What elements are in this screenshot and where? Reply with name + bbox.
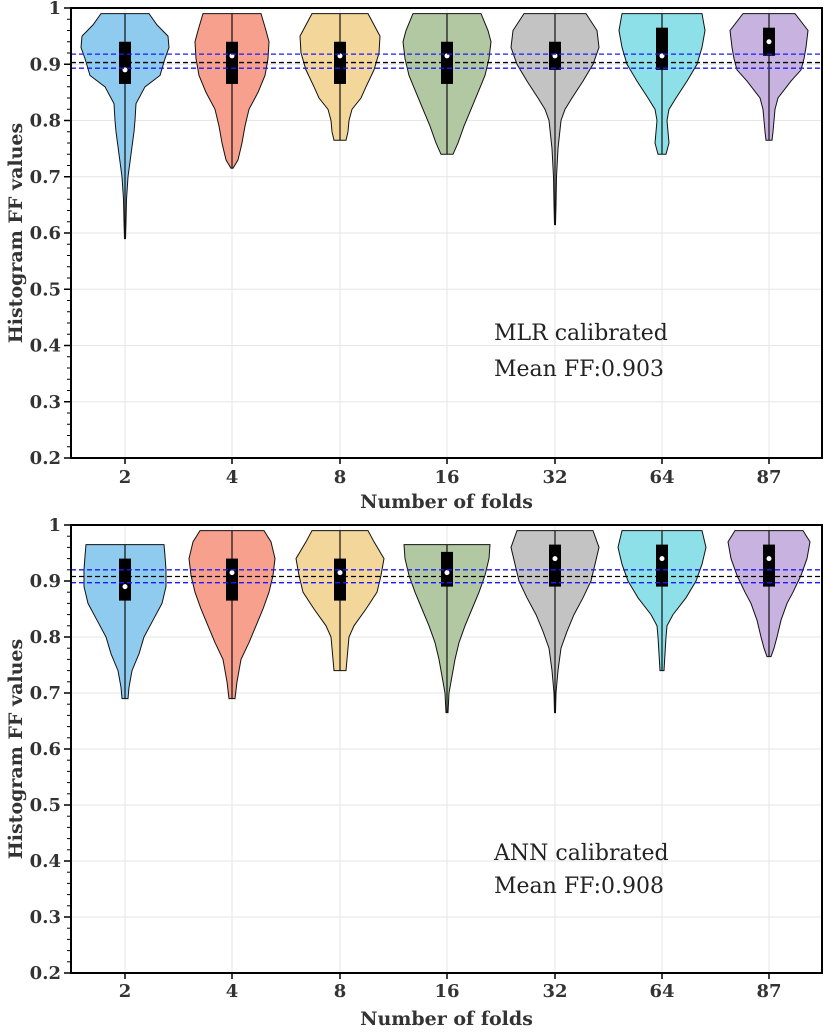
- y-tick-label: 0.9: [30, 571, 61, 592]
- y-tick-label: 1: [48, 0, 61, 19]
- mlr-violin-svg: 0.2 0.3 0.4 0.5 0.6 0.7 0.8 0.9 1 2 4 8 16 32 64 87 Numb…: [5, 0, 823, 513]
- violin-iqr-box: [549, 544, 561, 587]
- x-tick-label: 87: [756, 981, 781, 1002]
- x-axis-title: Number of folds: [360, 491, 533, 513]
- y-tick-label: 0.9: [30, 54, 61, 75]
- violin-4: [194, 13, 270, 169]
- violin-iqr-box: [334, 558, 346, 601]
- y-tick-label: 0.3: [30, 392, 61, 413]
- x-tick-label: 64: [649, 467, 674, 488]
- violin-median: [659, 556, 665, 562]
- y-tick-label: 0.7: [30, 167, 61, 188]
- reference-lines: [71, 569, 822, 584]
- mean-ff-label: Mean FF:0.908: [494, 874, 664, 899]
- violin-median: [766, 39, 772, 45]
- x-tick-label: 16: [434, 467, 459, 488]
- y-axis-title: Histogram FF values: [5, 639, 27, 859]
- violin-iqr-box: [334, 41, 346, 84]
- x-tick-label: 4: [226, 981, 239, 1002]
- y-tick-label: 0.2: [30, 963, 61, 984]
- x-axis-title: Number of folds: [360, 1008, 533, 1030]
- mean-ff-label: Mean FF:0.903: [494, 357, 664, 382]
- violin-median: [337, 570, 343, 576]
- violin-2: [83, 544, 167, 700]
- x-tick-label: 8: [334, 981, 347, 1002]
- x-tick-label: 8: [334, 467, 347, 488]
- y-tick-label: 0.2: [30, 448, 61, 469]
- y-tick-label: 0.5: [30, 279, 61, 300]
- calibration-label: ANN calibrated: [493, 841, 669, 866]
- violin-iqr-box: [119, 41, 131, 84]
- violin-32: [510, 13, 600, 226]
- violin-iqr-box: [119, 558, 131, 601]
- violin-64: [617, 530, 707, 672]
- violin-16: [402, 13, 492, 155]
- y-tick-label: 0.6: [30, 739, 61, 760]
- y-axis: 0.2 0.3 0.4 0.5 0.6 0.7 0.8 0.9 1: [30, 0, 71, 469]
- y-axis-title: Histogram FF values: [5, 123, 27, 343]
- violin-median: [229, 570, 235, 576]
- violin-iqr-box: [763, 544, 775, 587]
- violin-median: [444, 570, 450, 576]
- x-axis: 2 4 8 16 32 64 87: [119, 458, 782, 488]
- y-tick-label: 0.8: [30, 627, 61, 648]
- x-tick-label: 4: [226, 467, 239, 488]
- y-tick-label: 0.8: [30, 111, 61, 132]
- x-tick-label: 87: [756, 467, 781, 488]
- x-tick-label: 64: [649, 981, 674, 1002]
- x-tick-label: 2: [119, 981, 132, 1002]
- reference-lines: [71, 53, 822, 69]
- violin-iqr-box: [656, 544, 668, 587]
- x-tick-label: 32: [542, 467, 567, 488]
- y-tick-label: 0.5: [30, 795, 61, 816]
- x-tick-label: 2: [119, 467, 132, 488]
- calibration-label: MLR calibrated: [494, 321, 668, 346]
- violin-64: [618, 13, 706, 155]
- violin-2: [80, 13, 170, 240]
- violin-median: [122, 584, 128, 590]
- violin-median: [552, 556, 558, 562]
- violin-median: [766, 556, 772, 562]
- violin-iqr-box: [656, 27, 668, 70]
- x-axis: 2 4 8 16 32 64 87: [119, 973, 782, 1002]
- violin-8: [295, 530, 385, 672]
- x-tick-label: 16: [434, 981, 459, 1002]
- y-tick-label: 0.6: [30, 223, 61, 244]
- violin-16: [403, 544, 491, 714]
- x-tick-label: 32: [542, 981, 567, 1002]
- y-tick-label: 0.7: [30, 683, 61, 704]
- ann-violin-svg: 0.2 0.3 0.4 0.5 0.6 0.7 0.8 0.9 1 2 4 8 16 32 64 87 Numb…: [5, 517, 823, 1030]
- y-tick-label: 1: [48, 517, 61, 536]
- y-tick-label: 0.4: [30, 336, 61, 357]
- ann-violin-chart: 0.2 0.3 0.4 0.5 0.6 0.7 0.8 0.9 1 2 4 8 16 32 64 87 Numb…: [0, 517, 830, 1035]
- violin-8: [299, 13, 381, 141]
- y-tick-label: 0.3: [30, 907, 61, 928]
- violin-87: [729, 13, 809, 141]
- y-axis: 0.2 0.3 0.4 0.5 0.6 0.7 0.8 0.9 1: [30, 517, 71, 984]
- y-tick-label: 0.4: [30, 851, 61, 872]
- violin-87: [727, 530, 811, 658]
- violin-4: [188, 530, 276, 700]
- violin-iqr-box: [226, 558, 238, 601]
- mlr-violin-chart: 0.2 0.3 0.4 0.5 0.6 0.7 0.8 0.9 1 2 4 8 16 32 64 87 Numb…: [0, 0, 830, 517]
- violin-32: [510, 530, 600, 714]
